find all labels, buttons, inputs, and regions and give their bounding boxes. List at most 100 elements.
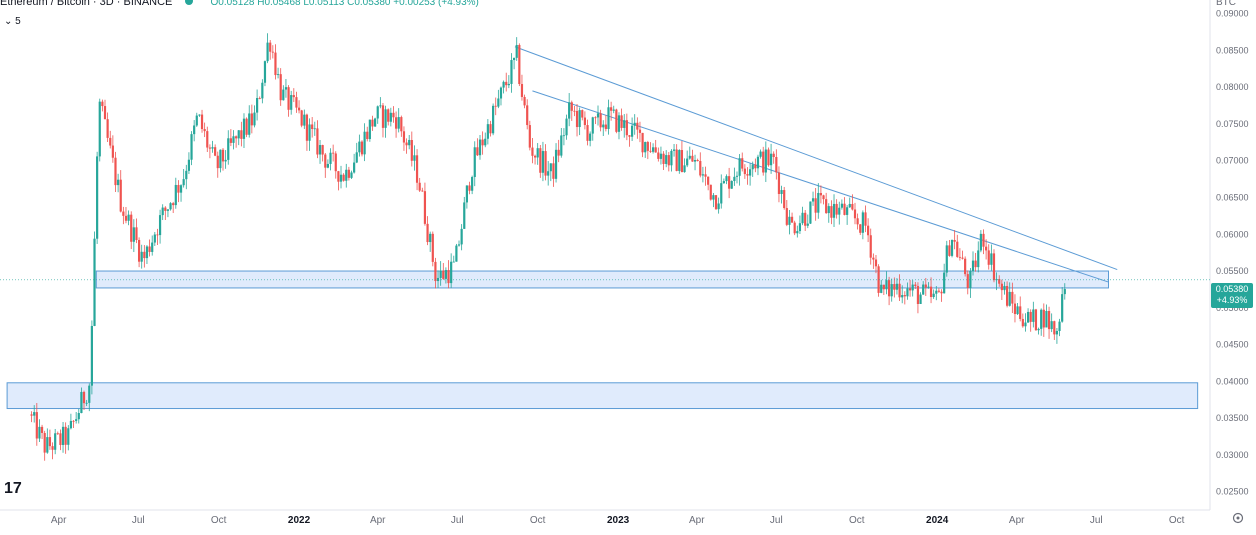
candle-247 (678, 149, 681, 174)
candle-151 (426, 216, 429, 246)
candle-230 (633, 114, 636, 135)
candle-320 (869, 228, 872, 265)
candle-392 (1058, 318, 1061, 337)
candle-241 (662, 151, 665, 171)
candle-200 (554, 143, 558, 183)
candle-217 (599, 109, 602, 132)
candle-3 (38, 419, 41, 442)
candle-186 (518, 43, 521, 87)
candle-58 (182, 169, 185, 188)
candle-333 (903, 291, 906, 305)
candle-222 (612, 105, 615, 114)
candle-220 (607, 99, 610, 135)
candle-8 (51, 442, 54, 460)
candle-42 (140, 244, 143, 269)
candle-343 (929, 277, 933, 304)
candle-150 (423, 182, 427, 226)
candle-80 (240, 121, 243, 147)
candle-198 (549, 163, 552, 182)
candle-393 (1061, 287, 1064, 323)
candle-59 (185, 164, 188, 190)
candle-331 (898, 274, 901, 301)
candle-307 (835, 199, 838, 219)
candle-322 (874, 255, 878, 274)
candle-300 (817, 183, 820, 219)
gear-icon[interactable] (1232, 512, 1244, 524)
candle-55 (174, 177, 177, 209)
candle-94 (276, 67, 280, 79)
candle-108 (313, 121, 316, 136)
candle-286 (780, 185, 783, 204)
candle-12 (61, 422, 65, 453)
candle-174 (486, 119, 489, 145)
candle-173 (484, 132, 487, 148)
time-axis: Apr Jul Oct 2022 Apr Jul Oct 2023 Apr Jul Oct 2024 A… (51, 515, 1185, 526)
candle-273 (746, 167, 749, 185)
candle-159 (447, 260, 450, 289)
candle-197 (547, 161, 550, 186)
support-zone-0 (95, 270, 1109, 289)
candles (30, 33, 1066, 461)
candle-168 (471, 175, 474, 195)
candle-39 (132, 219, 135, 253)
candle-95 (279, 68, 282, 106)
candle-104 (303, 109, 306, 129)
candle-394 (1063, 283, 1066, 300)
candle-384 (1037, 327, 1040, 335)
market-status-icon (185, 0, 194, 5)
current-price-label: 0.05380 +4.93% (1211, 283, 1253, 308)
candle-310 (843, 197, 846, 216)
x-tick-label-7: 2023 (607, 515, 630, 526)
candle-76 (229, 129, 232, 147)
candle-355 (961, 250, 964, 260)
candle-347 (940, 289, 943, 302)
x-tick-label-8: Apr (689, 515, 705, 526)
y-tick-label-4: 0.07000 (1216, 156, 1249, 166)
candle-47 (153, 231, 156, 246)
candle-205 (568, 93, 571, 127)
candle-17 (75, 411, 78, 424)
candle-24 (93, 231, 96, 327)
candle-334 (906, 282, 909, 300)
candle-54 (172, 201, 175, 214)
candle-326 (885, 271, 888, 295)
candle-367 (992, 249, 996, 283)
candle-70 (214, 144, 217, 157)
candle-279 (762, 146, 765, 176)
candle-264 (722, 178, 725, 184)
candle-345 (935, 286, 938, 301)
indicators-toggle[interactable]: ⌄ 5 (4, 16, 21, 27)
candle-5 (43, 430, 46, 461)
candle-386 (1042, 303, 1045, 337)
candle-226 (623, 114, 626, 138)
symbol-title[interactable]: Ethereum / Bitcoin · 3D · BINANCE (0, 0, 173, 8)
candle-140 (397, 108, 400, 133)
candle-379 (1024, 313, 1027, 332)
candle-20 (82, 390, 86, 411)
candle-344 (932, 289, 935, 299)
candle-162 (455, 243, 458, 262)
candle-215 (594, 116, 597, 125)
candle-69 (211, 140, 214, 153)
candle-192 (533, 154, 537, 165)
candle-91 (269, 40, 272, 60)
candle-308 (838, 201, 841, 225)
candle-228 (628, 134, 631, 147)
candle-15 (69, 413, 73, 430)
candle-323 (877, 264, 880, 297)
tradingview-logo[interactable]: 17 (4, 480, 22, 497)
candle-292 (796, 225, 799, 238)
candle-213 (589, 131, 592, 147)
candle-378 (1021, 313, 1024, 328)
candle-132 (376, 105, 379, 124)
candle-66 (203, 122, 206, 138)
currency-label[interactable]: BTC (1216, 0, 1236, 8)
trendlines (514, 46, 1118, 283)
candle-120 (345, 163, 348, 188)
candle-29 (106, 112, 109, 143)
candle-261 (714, 195, 718, 210)
candle-90 (266, 33, 269, 64)
candle-195 (541, 141, 545, 182)
